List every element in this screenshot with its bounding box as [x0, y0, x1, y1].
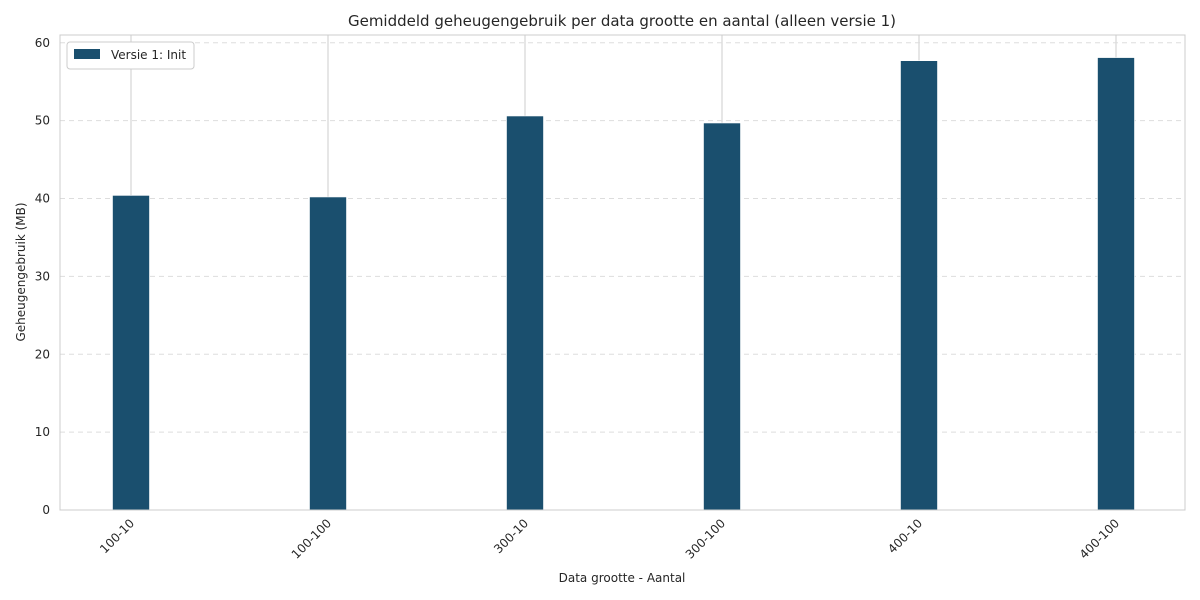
- y-tick-label: 30: [35, 269, 50, 283]
- y-tick-label: 0: [42, 503, 50, 517]
- bar: [112, 195, 150, 511]
- y-tick-label: 10: [35, 425, 50, 439]
- bar: [703, 122, 741, 511]
- y-axis-label: Geheugengebruik (MB): [14, 202, 28, 341]
- plot-frame: [59, 34, 1186, 511]
- y-tick-label: 40: [35, 192, 50, 206]
- chart-title: Gemiddeld geheugengebruik per data groot…: [348, 12, 896, 30]
- y-axis-ticks: 0 10 20 30 40 50 60: [35, 36, 50, 517]
- legend-box: [66, 41, 195, 70]
- legend-swatch: [74, 49, 100, 59]
- bar: [506, 115, 544, 511]
- legend: Versie 1: Init: [66, 41, 195, 70]
- bar: [900, 60, 938, 511]
- x-axis-label: Data grootte - Aantal: [559, 571, 686, 585]
- bar-series: [112, 57, 1135, 511]
- bar: [309, 196, 347, 511]
- legend-label: Versie 1: Init: [111, 48, 186, 62]
- y-tick-label: 60: [35, 36, 50, 50]
- y-tick-label: 50: [35, 114, 50, 128]
- y-tick-label: 20: [35, 347, 50, 361]
- horizontal-gridlines: [60, 42, 1185, 433]
- bar: [1097, 57, 1135, 511]
